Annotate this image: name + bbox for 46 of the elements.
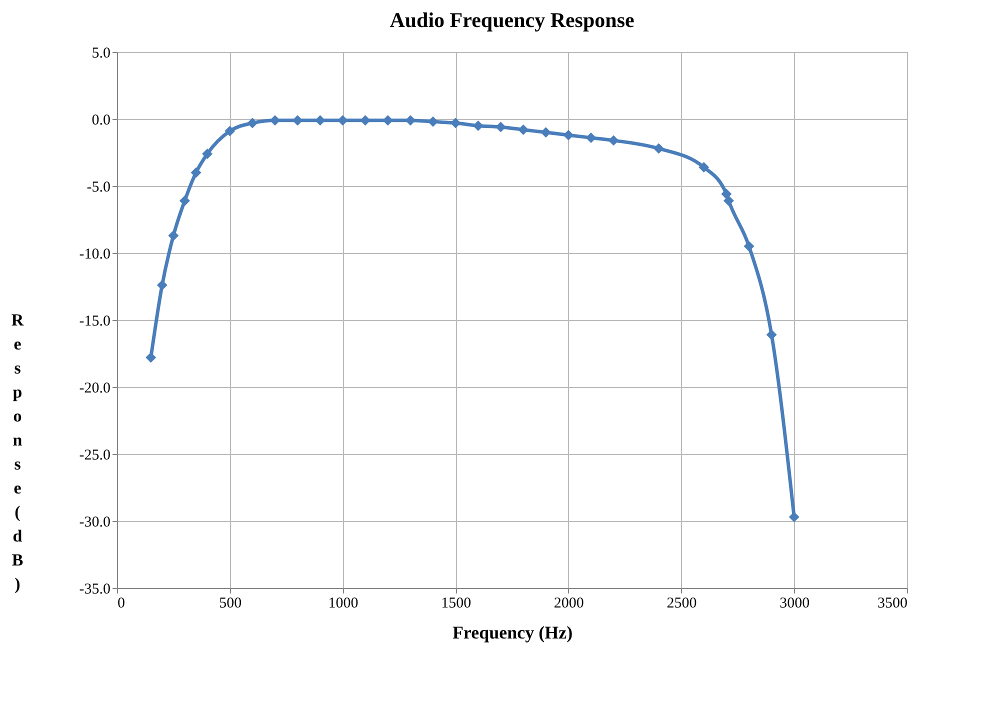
- point: [698, 162, 710, 172]
- point: [190, 167, 202, 178]
- y-tick-label: 0.0: [92, 112, 110, 128]
- text: Response(dB): [11, 310, 24, 594]
- point: [168, 230, 179, 241]
- point: [723, 195, 734, 206]
- point: [766, 329, 777, 340]
- y-tick-label: -15.0: [79, 314, 110, 330]
- point: [563, 130, 574, 140]
- x-tick-label: 3000: [780, 596, 810, 612]
- chart-title: Audio Frequency Response: [390, 8, 634, 32]
- point: [653, 143, 664, 154]
- x-tick-label: 3500: [878, 596, 908, 612]
- x-tick-label: 1000: [328, 596, 358, 612]
- x-tick-label: 500: [219, 596, 242, 612]
- point: [472, 120, 484, 131]
- y-tick-label: -10.0: [79, 246, 110, 262]
- point: [179, 195, 190, 206]
- point: [247, 118, 258, 128]
- point: [450, 118, 461, 128]
- point: [428, 116, 438, 127]
- point: [270, 115, 280, 126]
- point: [540, 127, 552, 138]
- point: [518, 124, 529, 135]
- point: [156, 280, 168, 290]
- point: [146, 352, 156, 363]
- x-tick-label: 0: [118, 596, 125, 612]
- y-tick-label: -30.0: [79, 514, 110, 530]
- y-tick-label: -35.0: [79, 582, 110, 598]
- y-tick-label: -25.0: [79, 448, 110, 464]
- x-tick-label: 2000: [554, 596, 584, 612]
- x-tick-label: 2500: [666, 596, 697, 612]
- y-tick-label: 5.0: [92, 46, 110, 62]
- point: [292, 115, 303, 126]
- point: [202, 148, 213, 160]
- point: [405, 115, 416, 126]
- point: [586, 132, 596, 144]
- y-tick-label: -5.0: [86, 180, 110, 196]
- point: [224, 126, 236, 136]
- point: [744, 241, 754, 252]
- point: [788, 512, 800, 522]
- y-tick-label: -20.0: [79, 380, 110, 396]
- point: [721, 188, 732, 200]
- x-tick-label: 1500: [441, 596, 472, 612]
- point: [608, 135, 619, 146]
- x-axis-title: Frequency (Hz): [452, 622, 573, 642]
